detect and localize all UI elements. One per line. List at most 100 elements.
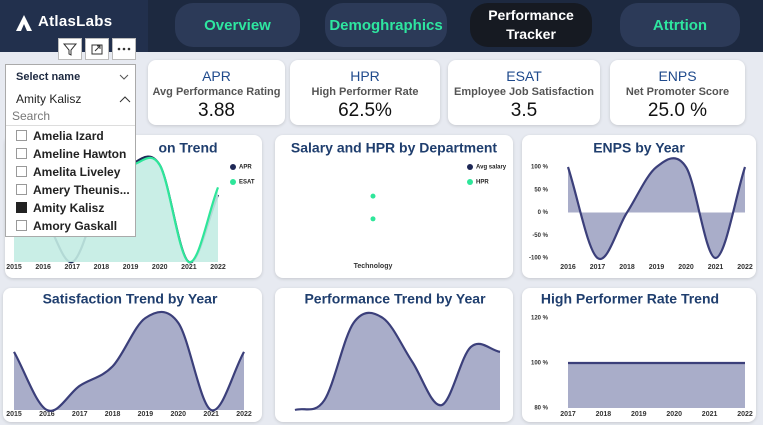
checkbox[interactable] [16, 184, 27, 195]
x-tick-label: 2018 [94, 264, 110, 271]
kpi-subtitle: Net Promoter Score [625, 86, 730, 98]
logo-icon [16, 15, 32, 31]
x-tick-label: 2022 [210, 264, 226, 271]
nav-tab[interactable]: Attrtion [620, 3, 740, 47]
x-tick-label: 2020 [152, 264, 168, 271]
checkbox[interactable] [16, 130, 27, 141]
x-tick-label: 2020 [678, 264, 694, 271]
kpi-card: APR Avg Performance Rating 3.88 [148, 60, 285, 125]
x-tick-label: 2017 [590, 264, 606, 271]
legend-label: APR [239, 165, 252, 171]
x-tick-label: 2016 [560, 264, 576, 271]
slicer-item[interactable]: Amity Kalisz [6, 199, 135, 216]
slicer-list: Amelia Izard Ameline Hawton Amelita Livele… [6, 127, 135, 234]
legend-swatch [230, 164, 236, 170]
nav-tab[interactable]: Performance Tracker [470, 3, 592, 47]
slicer-search[interactable]: Search [6, 109, 135, 126]
x-tick-label: 2018 [619, 264, 635, 271]
x-tick-label: 2018 [105, 411, 121, 418]
x-tick-label: 2020 [170, 411, 186, 418]
kpi-title: HPR [350, 68, 380, 84]
kpi-title: ESAT [506, 68, 542, 84]
legend-swatch [467, 164, 473, 170]
area [568, 158, 745, 259]
x-tick-label: 2018 [596, 411, 612, 418]
checkbox[interactable] [16, 148, 27, 159]
chart-title: High Performer Rate Trend [541, 291, 719, 307]
legend-swatch [467, 179, 473, 185]
line [294, 311, 501, 412]
y-tick-label: 120 % [531, 316, 549, 322]
x-tick-label: 2017 [560, 411, 576, 418]
dot [370, 216, 376, 222]
kpi-value: 3.5 [510, 100, 538, 121]
y-tick-label: 100 % [531, 165, 549, 171]
item-label: Amelia Izard [33, 128, 104, 143]
chevron-up[interactable] [119, 95, 131, 103]
y-tick-label: -100 % [529, 256, 549, 262]
checkbox[interactable] [16, 166, 27, 177]
slicer-title: Select name [16, 71, 81, 83]
y-tick-label: 100 % [531, 361, 549, 367]
line [566, 157, 747, 261]
kpi-value: 25.0 % [647, 100, 708, 121]
x-tick-label: 2021 [203, 411, 219, 418]
logo-text: AtlasLabs [38, 13, 113, 30]
slicer-item[interactable]: Ameline Hawton [6, 145, 135, 162]
legend-label: HPR [476, 180, 489, 186]
x-tick-label: 2019 [649, 264, 665, 271]
x-tick-label: 2016 [39, 411, 55, 418]
legend-label: Avg salary [476, 165, 507, 171]
chart-card [275, 135, 513, 278]
chart-title: Satisfaction Trend by Year [43, 291, 218, 307]
area [295, 312, 500, 410]
chart-title: Salary and HPR by Department [291, 140, 498, 156]
kpi-value: 3.88 [198, 100, 235, 121]
x-tick-label: Technology [354, 263, 393, 270]
x-tick-label: 2021 [181, 264, 197, 271]
y-tick-label: 80 % [534, 406, 548, 412]
kpi-value: 62.5% [338, 100, 392, 121]
item-label: Amity Kalisz [33, 200, 105, 215]
focus-icon[interactable] [85, 38, 109, 60]
chevron-down[interactable] [119, 73, 129, 81]
area [14, 311, 244, 411]
more-icon[interactable] [112, 38, 136, 60]
dot [370, 193, 376, 199]
slicer-item[interactable]: Amelia Izard [6, 127, 135, 144]
kpi-title: ENPS [658, 68, 697, 84]
nav-tab[interactable]: Overview [175, 3, 300, 47]
kpi-card: ESAT Employee Job Satisfaction 3.5 [448, 60, 600, 125]
slicer-item[interactable]: Amory Gaskall [6, 217, 135, 234]
kpi-card: ENPS Net Promoter Score 25.0 % [610, 60, 745, 125]
filter-icon[interactable] [58, 38, 82, 60]
nav-tab[interactable]: Demoghraphics [325, 3, 447, 47]
x-tick-label: 2015 [6, 264, 22, 271]
area [568, 363, 745, 408]
kpi-subtitle: Avg Performance Rating [152, 86, 281, 98]
name-slicer[interactable]: Select name Amity Kalisz Search Amelia I… [5, 64, 136, 237]
chart-title: ENPS by Year [593, 140, 685, 156]
slicer-selected: Amity Kalisz [16, 92, 82, 106]
x-tick-label: 2021 [708, 264, 724, 271]
y-tick-label: -50 % [532, 233, 548, 239]
x-tick-label: 2017 [72, 411, 88, 418]
y-tick-label: 50 % [534, 187, 548, 193]
chart-title: Performance Trend by Year [304, 291, 486, 307]
slicer-item[interactable]: Amery Theunis... [6, 181, 135, 198]
slicer-item[interactable]: Amelita Liveley [6, 163, 135, 180]
kpi-subtitle: Employee Job Satisfaction [454, 86, 594, 98]
x-tick-label: 2019 [631, 411, 647, 418]
kpi-title: APR [202, 68, 231, 84]
checkbox[interactable] [16, 202, 27, 213]
checkbox[interactable] [16, 220, 27, 231]
x-tick-label: 2022 [236, 411, 252, 418]
item-label: Amory Gaskall [33, 218, 118, 233]
x-tick-label: 2021 [702, 411, 718, 418]
line [13, 310, 245, 412]
x-tick-label: 2019 [138, 411, 154, 418]
legend-label: ESAT [239, 180, 255, 186]
kpi-card: HPR High Performer Rate 62.5% [290, 60, 440, 125]
item-label: Amelita Liveley [33, 164, 121, 179]
item-label: Ameline Hawton [33, 146, 127, 161]
